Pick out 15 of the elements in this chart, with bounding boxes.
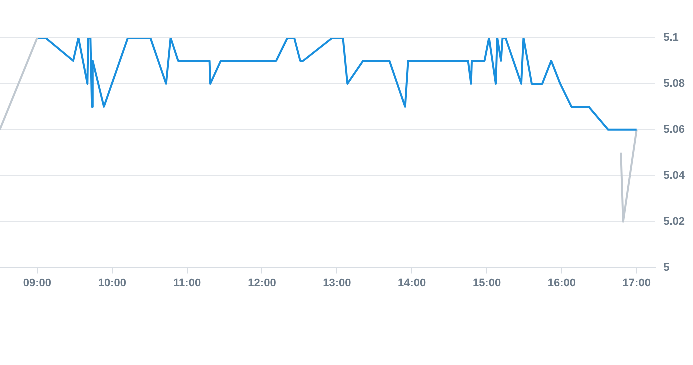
x-tick-label: 11:00 bbox=[174, 277, 202, 290]
y-tick-label: 5.06 bbox=[664, 124, 686, 136]
y-tick-label: 5.08 bbox=[664, 78, 686, 90]
x-tick-label: 14:00 bbox=[398, 277, 426, 290]
x-tick-label: 13:00 bbox=[323, 277, 352, 290]
y-tick-label: 5.04 bbox=[664, 170, 686, 182]
x-tick-label: 16:00 bbox=[548, 277, 576, 290]
x-tick-label: 15:00 bbox=[472, 277, 502, 290]
x-tick-label: 10:00 bbox=[98, 277, 126, 290]
x-tick-label: 17:00 bbox=[622, 277, 651, 290]
x-tick-label: 12:00 bbox=[248, 277, 276, 290]
y-tick-label: 5.02 bbox=[664, 216, 686, 228]
y-tick-label: 5 bbox=[664, 262, 670, 274]
y-tick-label: 5.1 bbox=[664, 32, 679, 44]
x-tick-label: 09:00 bbox=[23, 277, 52, 290]
